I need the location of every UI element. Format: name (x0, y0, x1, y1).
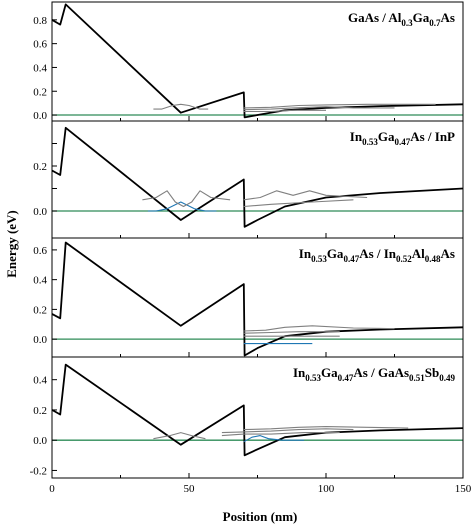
panel-title: In0.53Ga0.47As / In0.52Al0.48As (299, 246, 455, 264)
panel-title: In0.53Ga0.47As / GaAs0.51Sb0.49 (293, 365, 456, 383)
panel-title: GaAs / Al0.3Ga0.7As (348, 10, 455, 28)
title-subscript: 0.49 (439, 373, 455, 383)
title-subscript: 0.53 (311, 254, 327, 264)
series-wavefunction-3 (147, 201, 217, 212)
series-conduction-band-2 (51, 241, 464, 357)
title-subscript: 0.48 (425, 254, 441, 264)
title-text: As / InP (410, 129, 455, 144)
y-tick-label: 0.6 (33, 245, 47, 257)
series-wavefunction-6 (243, 190, 368, 201)
title-subscript: 0.51 (409, 373, 425, 383)
title-text: As (441, 10, 455, 25)
title-text: Ga (413, 10, 430, 25)
y-tick-label: 0.2 (33, 405, 47, 417)
title-subscript: 0.3 (401, 18, 413, 28)
title-text: As / In (359, 246, 397, 261)
panel-title: In0.53Ga0.47As / InP (350, 129, 455, 147)
series-wavefunction-4 (243, 109, 326, 113)
title-text: In (293, 365, 306, 380)
x-tick-label: 50 (184, 483, 196, 495)
title-text: In (299, 246, 312, 261)
y-tick-label: 0.2 (33, 304, 47, 316)
series-wavefunction-3 (153, 103, 209, 110)
series-wavefunction-7 (243, 426, 409, 431)
title-text: Ga (327, 246, 344, 261)
x-tick-label: 100 (318, 483, 335, 495)
series-wavefunction-6 (243, 103, 436, 109)
title-text: In (350, 129, 363, 144)
series-wavefunction-5 (221, 432, 340, 437)
y-tick-label: 0.0 (33, 206, 47, 218)
series-wavefunction-4 (153, 432, 206, 440)
series-wavefunction-5 (243, 199, 354, 208)
series-wavefunction-5 (243, 106, 395, 111)
series-conduction-band-2 (51, 363, 464, 457)
series-wavefunction-5 (243, 331, 340, 334)
y-tick-label: 0.6 (33, 39, 47, 51)
series-wavefunction-6 (221, 428, 354, 434)
title-subscript: 0.7 (429, 18, 441, 28)
title-text: Ga (321, 365, 338, 380)
title-subscript: 0.53 (305, 373, 321, 383)
title-subscript: 0.52 (396, 254, 412, 264)
title-text: As (441, 246, 455, 261)
y-tick-label: 0.2 (33, 86, 47, 98)
title-text: As / GaAs (353, 365, 409, 380)
y-axis-title: Energy (eV) (4, 210, 19, 278)
panel-3: 0.0 0.2 0.4 0.6 In0.53Ga0.47As / In0.52Al0.4… (33, 237, 464, 358)
y-tick-label: 0.4 (33, 62, 47, 74)
y-tick-label: 0.4 (33, 375, 47, 387)
title-text: Al (412, 246, 425, 261)
panels: 0.00.20.40.60.8 GaAs / Al0.3Ga0.7As0.00.2… (30, 1, 472, 495)
x-tick-label: 0 (49, 483, 55, 495)
y-tick-label: 0.4 (33, 275, 47, 287)
y-tick-label: 0.0 (33, 334, 47, 346)
title-subscript: 0.47 (394, 137, 410, 147)
series-wavefunction-6 (243, 325, 395, 332)
series-wavefunction-4 (142, 190, 231, 208)
title-subscript: 0.47 (343, 254, 359, 264)
panel-1: 0.0 0.2 0.4 0.6 0.8 GaAs / Al0.3Ga0.7As (33, 1, 464, 122)
title-text: Ga (378, 129, 395, 144)
title-subscript: 0.47 (338, 373, 354, 383)
panel-2: 0.0 0.2 In0.53Ga0.47As / InP (33, 120, 464, 239)
x-axis-title: Position (nm) (223, 509, 298, 524)
y-tick-label: 0.0 (33, 435, 47, 447)
y-tick-label: -0.2 (30, 465, 47, 477)
title-subscript: 0.53 (362, 137, 378, 147)
x-tick-label: 150 (455, 483, 472, 495)
title-text: GaAs / Al (348, 10, 402, 25)
panel-4: -0.2 0.0 0.2 0.4 0 50 100 150 In0.53Ga0.47As / G… (30, 356, 472, 495)
title-text: Sb (425, 365, 439, 380)
y-tick-label: 0.0 (33, 110, 47, 122)
y-tick-label: 0.2 (33, 161, 47, 173)
series-wavefunction-3 (243, 435, 305, 443)
y-tick-label: 0.8 (33, 15, 47, 27)
